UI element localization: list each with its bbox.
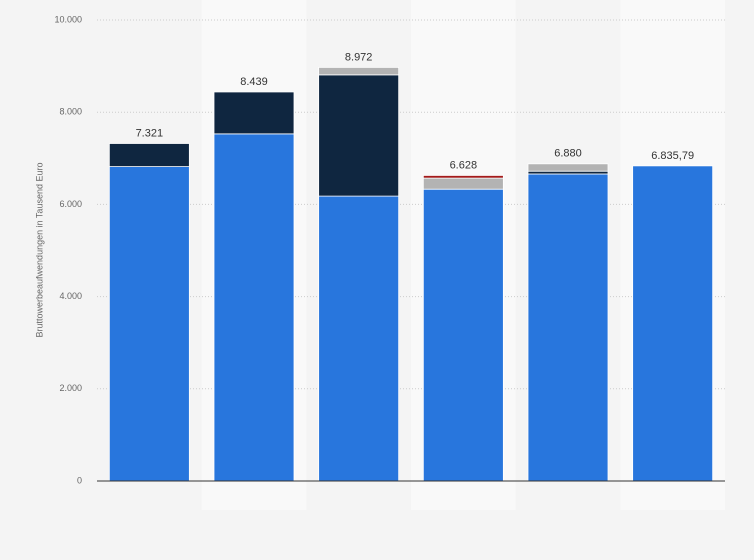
bar-segment (527, 163, 609, 172)
bar-segment (422, 177, 504, 190)
y-tick-label: 4.000 (59, 291, 82, 301)
total-label: 6.628 (450, 159, 478, 171)
y-axis-label: Bruttowerbeaufwendungen in Tausend Euro (34, 163, 44, 338)
bar-segment (213, 133, 295, 482)
bar-segment (422, 188, 504, 482)
bar-segment (318, 195, 400, 482)
y-tick-label: 2.000 (59, 383, 82, 393)
y-tick-label: 0 (77, 475, 82, 485)
total-label: 8.972 (345, 51, 373, 63)
total-label: 7.321 (136, 127, 164, 139)
bar-segment (422, 175, 504, 179)
total-label: 8.439 (240, 76, 268, 88)
y-tick-label: 8.000 (59, 107, 82, 117)
total-label: 6.835,79 (651, 150, 694, 162)
bar-segment (527, 173, 609, 482)
bar-segment (318, 74, 400, 197)
bar-segment (318, 66, 400, 76)
y-tick-label: 10.000 (54, 14, 82, 24)
y-tick-label: 6.000 (59, 199, 82, 209)
bar-segment (632, 165, 714, 482)
bar-segment (527, 170, 609, 175)
bar-segment (213, 91, 295, 135)
bar-segment (108, 143, 190, 167)
total-label: 6.880 (554, 148, 582, 160)
bar-segment (108, 166, 190, 482)
